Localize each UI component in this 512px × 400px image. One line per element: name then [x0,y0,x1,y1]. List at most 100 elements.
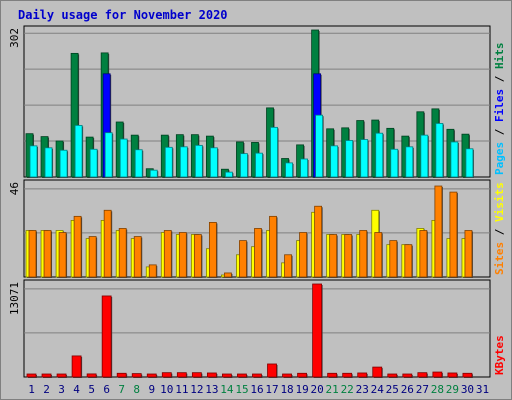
pages-bar [360,139,369,178]
sites-bar [254,228,262,278]
x-tick-label: 4 [73,383,80,396]
pages-bar [119,138,128,178]
chart-title: Daily usage for November 2020 [18,8,228,22]
x-tick-label: 31 [476,383,489,396]
kbytes-bar [327,372,338,378]
legend-entry: / [493,122,506,142]
kbytes-bar [86,373,97,378]
kbytes-bar [342,372,353,378]
pages-bar [330,145,339,178]
pages-bar [179,146,188,178]
legend-entry: Sites [493,242,506,275]
sites-bar [434,185,443,278]
x-tick-label: 28 [431,383,444,396]
x-tick-label: 17 [265,383,278,396]
pages-bar [315,114,324,178]
kbytes-bar [56,373,67,378]
kbytes-bar [312,283,323,378]
kbytes-bar [206,372,217,378]
kbytes-bar [26,373,37,378]
sites-bar [133,236,142,278]
kbytes-bar [116,372,127,378]
sites-bar [163,230,172,278]
sites-bar [193,234,202,278]
kbytes-bar [267,363,277,378]
kbytes-bar [297,372,307,378]
sites-bar [28,230,37,278]
pages-bar [465,148,474,178]
kbytes-bar [462,372,473,378]
pages-bar [89,148,98,178]
pages-bar [240,153,248,178]
x-tick-label: 6 [103,383,110,396]
sites-bar [43,230,52,278]
sites-bar [404,244,413,278]
pages-bar [225,171,233,178]
kbytes-bar [387,373,398,378]
legend-entry: Hits [493,43,506,70]
sites-bar [359,230,368,278]
kbytes-bar [447,372,458,378]
pages-bar [29,145,38,178]
middle-legend: Sites / Visits [493,182,506,275]
pages-bar [104,132,113,178]
sites-bar [88,236,97,278]
sites-bar [299,232,307,278]
x-tick-label: 16 [250,383,263,396]
pages-bar [300,158,308,178]
hits-bar [70,52,79,178]
sites-bar [344,234,353,278]
sites-bar [329,234,338,278]
sites-bar [449,191,458,278]
x-tick-label: 23 [356,383,369,396]
sites-bar [224,272,232,278]
pages-bar [194,144,203,178]
pages-bar [450,141,459,178]
x-tick-label: 7 [118,383,125,396]
legend-entry: Files [493,89,506,122]
kbytes-bar [176,372,187,378]
kbytes-bar [101,295,112,378]
pages-bar [420,134,429,178]
kbytes-bar [191,372,202,378]
sites-bar [148,264,157,278]
sites-bar [103,209,112,278]
x-tick-label: 29 [446,383,459,396]
bottom-max-label: 13071 [8,282,21,315]
legend-entry: Visits [493,182,506,222]
top-max-label: 302 [8,28,21,48]
legend-entry: KBytes [493,335,506,375]
kbytes-bar [222,373,232,378]
sites-bar [73,215,82,278]
x-tick-label: 26 [401,383,414,396]
x-tick-label: 10 [160,383,173,396]
x-tick-label: 25 [386,383,399,396]
pages-bar [74,125,83,178]
x-tick-label: 2 [43,383,50,396]
x-tick-label: 11 [175,383,188,396]
pages-bar [390,148,399,178]
sites-bar [58,232,67,278]
pages-bar [59,149,68,178]
kbytes-bar [432,371,443,378]
sites-bar [118,228,127,278]
sites-bar [389,240,398,278]
pages-bar [285,162,293,178]
x-tick-label: 27 [416,383,429,396]
x-tick-label: 20 [311,383,324,396]
sites-bar [269,215,277,278]
pages-bar [164,146,173,178]
sites-bar [374,232,383,278]
kbytes-bar [372,366,383,378]
sites-bar [239,240,247,278]
legend-entry: / [493,69,506,89]
pages-bar [405,146,414,178]
sites-bar [314,205,323,278]
sites-bar [208,222,217,278]
kbytes-bar [417,372,428,378]
x-tick-label: 19 [295,383,308,396]
x-tick-label: 1 [28,383,35,396]
x-tick-label: 13 [205,383,218,396]
bottom-legend: KBytes [493,335,506,375]
